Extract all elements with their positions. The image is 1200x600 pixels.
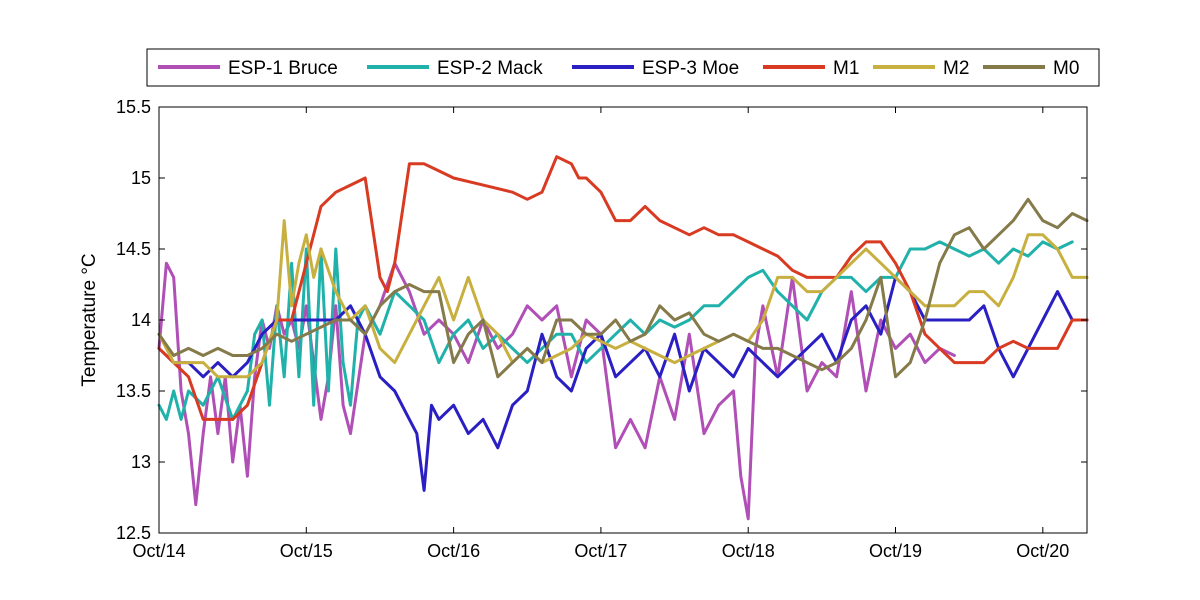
legend-label-3: ESP-3 Moe <box>642 58 739 79</box>
legend-label-6: M0 <box>1053 58 1079 79</box>
x-tick-label: Oct/20 <box>1016 541 1069 561</box>
series-line-4 <box>157 155 1089 421</box>
x-tick-label: Oct/16 <box>427 541 480 561</box>
legend-label-4: M1 <box>833 58 859 79</box>
y-tick-label: 14.5 <box>116 239 151 259</box>
series-line-3 <box>157 275 1089 492</box>
y-tick-label: 13.5 <box>116 381 151 401</box>
y-tick-label: 14 <box>131 310 151 330</box>
x-tick-label: Oct/18 <box>722 541 775 561</box>
legend: ESP-1 Bruce ESP-2 Mack ESP-3 Moe M1 M2 M0 <box>146 48 1100 87</box>
y-tick-label: 15.5 <box>116 97 151 117</box>
x-tick-label: Oct/17 <box>574 541 627 561</box>
y-tick-label: 13 <box>131 452 151 472</box>
y-tick-label: 15 <box>131 168 151 188</box>
series-line-6 <box>157 197 1089 379</box>
x-tick-label: Oct/19 <box>869 541 922 561</box>
series-layer <box>157 155 1089 521</box>
legend-label-2: ESP-2 Mack <box>437 58 543 79</box>
y-axis-title: Temperature °C <box>79 253 100 386</box>
legend-label-1: ESP-1 Bruce <box>228 58 338 79</box>
series-line-1 <box>157 261 956 521</box>
legend-label-5: M2 <box>943 58 969 79</box>
series-line-5 <box>157 219 1089 379</box>
tick-layer: 12.5 13 13.5 14 14.5 15 15.5 Oct/14 Oct/15 Oct/16… <box>116 97 1087 561</box>
y-tick-label: 12.5 <box>116 523 151 543</box>
x-tick-label: Oct/15 <box>280 541 333 561</box>
x-tick-label: Oct/14 <box>132 541 185 561</box>
